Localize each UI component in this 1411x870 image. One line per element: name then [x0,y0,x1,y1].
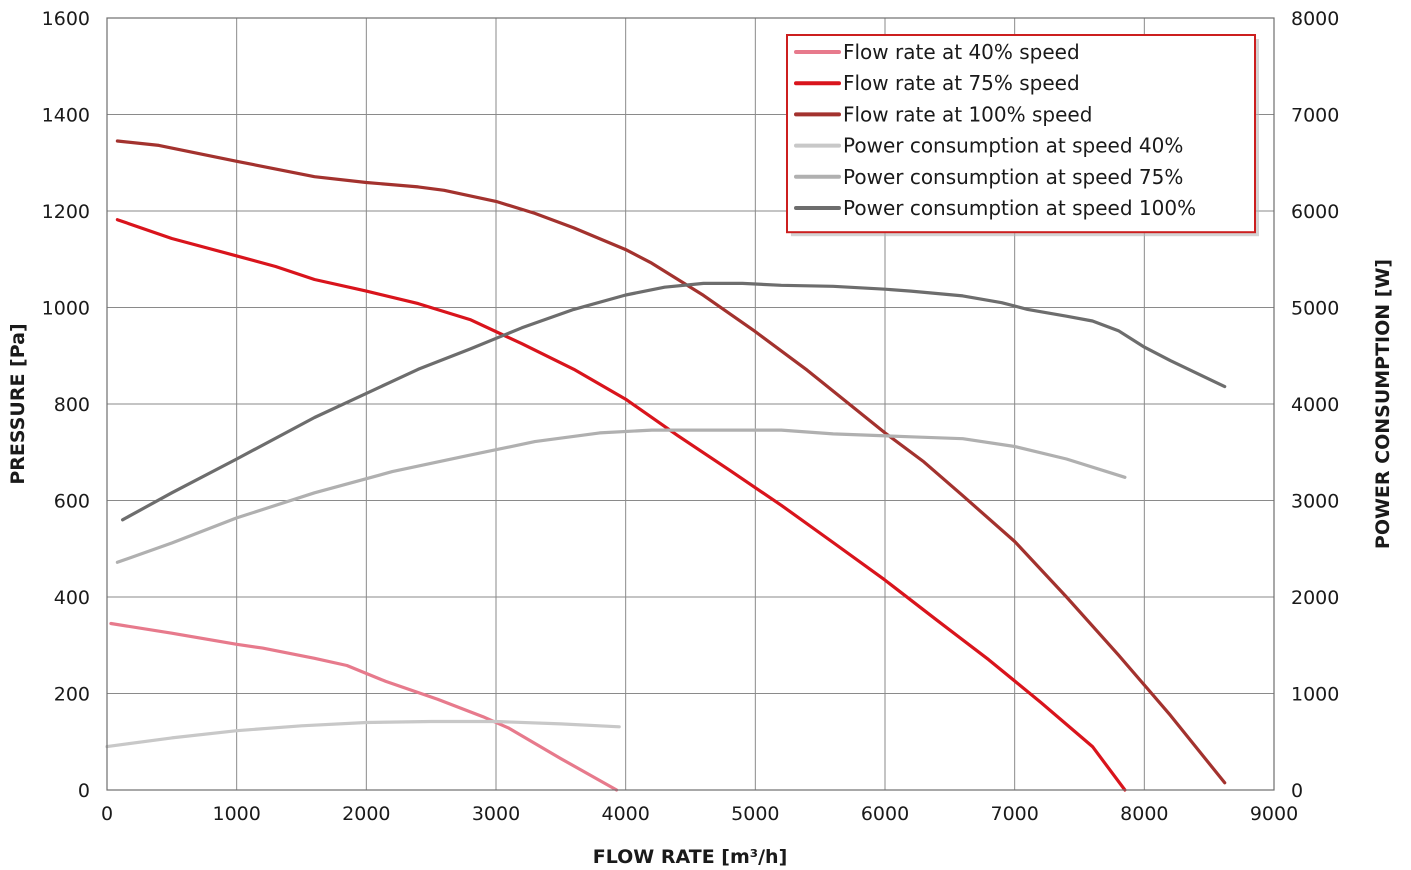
series-line-0 [109,621,619,792]
x-tick-label: 6000 [861,803,909,825]
y-tick-label: 1000 [42,298,90,320]
x-tick-label: 1000 [212,803,260,825]
legend-label-2: Flow rate at 100% speed [843,102,1092,126]
x-tick-label: 5000 [731,803,779,825]
legend-box [786,34,1256,234]
x-axis-title: FLOW RATE [m³/h] [593,846,788,868]
series-line-5 [120,281,1227,522]
y-tick-label: 400 [54,587,90,609]
y2-tick-label: 6000 [1291,201,1339,223]
series-line-3 [105,719,621,749]
y-tick-label: 0 [78,780,90,802]
y2-tick-label: 8000 [1291,8,1339,30]
y2-tick-label: 4000 [1291,394,1339,416]
y2-tick-labels: 0 1000 2000 3000 4000 5000 6000 7000 8000 [1291,8,1339,802]
y2-tick-label: 3000 [1291,491,1339,513]
y-tick-labels: 0 200 400 600 800 1000 1200 1400 1600 [42,8,90,802]
x-tick-label: 0 [101,803,113,825]
y2-tick-label: 2000 [1291,587,1339,609]
series-line-4 [115,428,1127,564]
series-layer [105,139,1227,792]
y2-tick-label: 1000 [1291,684,1339,706]
plot-border [106,17,1275,791]
x-tick-label: 4000 [601,803,649,825]
y-tick-label: 600 [54,491,90,513]
legend-label-0: Flow rate at 40% speed [843,40,1080,64]
legend-label-5: Power consumption at speed 100% [843,196,1196,220]
y-tick-label: 1200 [42,201,90,223]
x-tick-label: 7000 [990,803,1038,825]
y2-axis-title: POWER CONSUMPTION [W] [1372,259,1394,549]
y-axis-title: PRESSURE [Pa] [7,323,29,484]
y-tick-label: 800 [54,394,90,416]
y2-tick-label: 5000 [1291,298,1339,320]
y-tick-label: 1400 [42,105,90,127]
y-tick-label: 200 [54,684,90,706]
plot-frame [106,17,1275,791]
y2-tick-label: 0 [1291,780,1303,802]
x-tick-label: 8000 [1120,803,1168,825]
y-tick-label: 1600 [42,8,90,30]
legend-label-1: Flow rate at 75% speed [843,71,1080,95]
legend: Flow rate at 40% speed Flow rate at 75% s… [786,34,1259,237]
x-tick-label: 2000 [342,803,390,825]
legend-label-3: Power consumption at speed 40% [843,134,1183,158]
series-line-1 [115,218,1127,792]
series-line-2 [115,139,1227,785]
y2-tick-label: 7000 [1291,105,1339,127]
legend-label-4: Power consumption at speed 75% [843,165,1183,189]
x-tick-labels: 0 1000 2000 3000 4000 5000 6000 7000 8000 9000 [101,803,1298,825]
x-tick-label: 3000 [472,803,520,825]
x-tick-label: 9000 [1250,803,1298,825]
